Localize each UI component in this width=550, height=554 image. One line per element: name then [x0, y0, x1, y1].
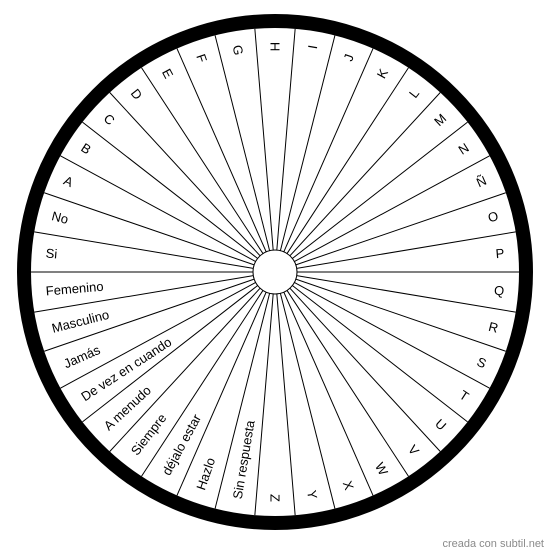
hub — [253, 250, 297, 294]
credit-text: creada con subtil.net — [442, 538, 544, 550]
wheel-diagram: HIJKLMNÑOPQRSTUVWXYZSin respuestaHazlodé… — [0, 0, 550, 554]
wheel-svg — [0, 0, 550, 554]
